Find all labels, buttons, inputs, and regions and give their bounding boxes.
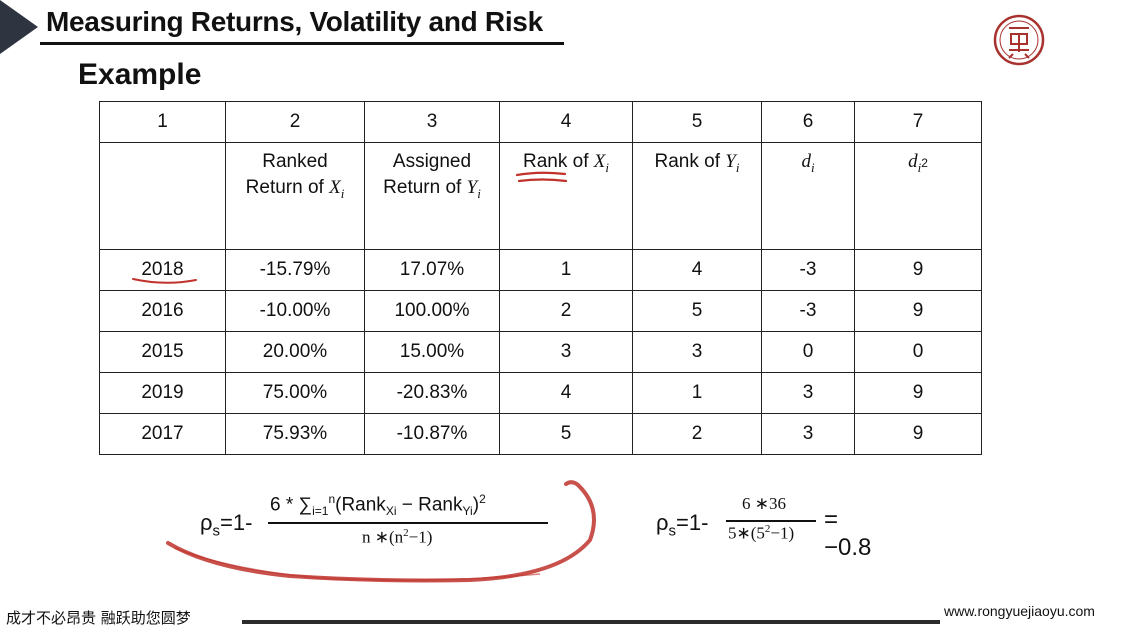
table-cell: 2	[632, 413, 762, 455]
column-number: 2	[225, 101, 365, 143]
table-cell: 15.00%	[364, 331, 500, 373]
table-cell: 5	[632, 290, 762, 332]
column-header-d: di	[761, 142, 855, 250]
table-cell: 1	[499, 249, 633, 291]
rho-symbol: ρ	[656, 510, 669, 535]
column-number: 1	[99, 101, 226, 143]
table-row: 2016 -10.00% 100.00% 2 5 -3 9	[99, 290, 982, 332]
footer-slogan: 成才不必昂贵 融跃助您圆梦	[6, 609, 191, 627]
column-number: 7	[854, 101, 982, 143]
table-row: 2015 20.00% 15.00% 3 3 0 0	[99, 331, 982, 373]
table-cell: 0	[854, 331, 982, 373]
table-cell: -15.79%	[225, 249, 365, 291]
slide-title: Measuring Returns, Volatility and Risk	[46, 6, 543, 37]
seal-logo-icon	[993, 14, 1045, 66]
table-cell: 2016	[99, 290, 226, 332]
formula-numerator: 6 * ∑i=1n(RankXi − RankYi)2	[270, 492, 486, 519]
table-row: 2017 75.93% -10.87% 5 2 3 9	[99, 413, 982, 455]
table-cell: 5	[499, 413, 633, 455]
table-cell: -10.87%	[364, 413, 500, 455]
footer-website-url: www.rongyuejiaoyu.com	[944, 603, 1095, 619]
rho-symbol: ρ	[200, 510, 213, 535]
table-row: 2018 -15.79% 17.07% 1 4 -3 9	[99, 249, 982, 291]
formula-result: = −0.8	[824, 506, 872, 561]
table-cell: -20.83%	[364, 372, 500, 414]
table-cell: 9	[854, 413, 982, 455]
table-cell: 2017	[99, 413, 226, 455]
table-cell: -3	[761, 290, 855, 332]
table-cell: 4	[632, 249, 762, 291]
table-cell: 2015	[99, 331, 226, 373]
table-cell: 2	[499, 290, 633, 332]
formula-fraction-bar	[268, 522, 548, 524]
table-cell: 2018	[99, 249, 226, 291]
table-cell: 3	[632, 331, 762, 373]
column-number-row: 1 2 3 4 5 6 7	[99, 101, 982, 143]
table-cell: 3	[499, 331, 633, 373]
table-cell: 0	[761, 331, 855, 373]
section-subtitle: Example	[78, 58, 202, 91]
table-cell: 9	[854, 372, 982, 414]
table-cell: 17.07%	[364, 249, 500, 291]
column-header-assigned-return-y: Assigned Return of Yi	[364, 142, 500, 250]
table-cell: 3	[761, 413, 855, 455]
table-cell: 100.00%	[364, 290, 500, 332]
table-cell: 75.93%	[225, 413, 365, 455]
column-number: 4	[499, 101, 633, 143]
table-cell: 2019	[99, 372, 226, 414]
table-cell: 75.00%	[225, 372, 365, 414]
table-cell: 4	[499, 372, 633, 414]
column-number: 3	[364, 101, 500, 143]
column-number: 6	[761, 101, 855, 143]
title-underline	[40, 42, 564, 45]
column-header-d-squared: di2	[854, 142, 982, 250]
footer-divider	[242, 620, 940, 624]
formula-denominator: 5∗(52−1)	[728, 523, 795, 543]
column-number: 5	[632, 101, 762, 143]
header-triangle-decoration	[0, 0, 38, 54]
column-header-ranked-return-x: Ranked Return of Xi	[225, 142, 365, 250]
formula-fraction-bar	[726, 520, 816, 522]
table-cell: 9	[854, 249, 982, 291]
ranking-table: 1 2 3 4 5 6 7 Ranked Return of Xi Assign…	[99, 101, 982, 455]
table-cell: 3	[761, 372, 855, 414]
column-header-rank-y: Rank of Yi	[632, 142, 762, 250]
table-cell: 1	[632, 372, 762, 414]
formula-denominator: n ∗(n2−1)	[362, 527, 433, 547]
column-header-rank-x: Rank of Xi	[499, 142, 633, 250]
table-cell: 9	[854, 290, 982, 332]
column-header-row: Ranked Return of Xi Assigned Return of Y…	[99, 142, 982, 250]
column-header-year	[99, 142, 226, 250]
formula-numerator: 6 ∗36	[742, 494, 786, 513]
table-cell: -3	[761, 249, 855, 291]
table-row: 2019 75.00% -20.83% 4 1 3 9	[99, 372, 982, 414]
table-cell: -10.00%	[225, 290, 365, 332]
table-cell: 20.00%	[225, 331, 365, 373]
